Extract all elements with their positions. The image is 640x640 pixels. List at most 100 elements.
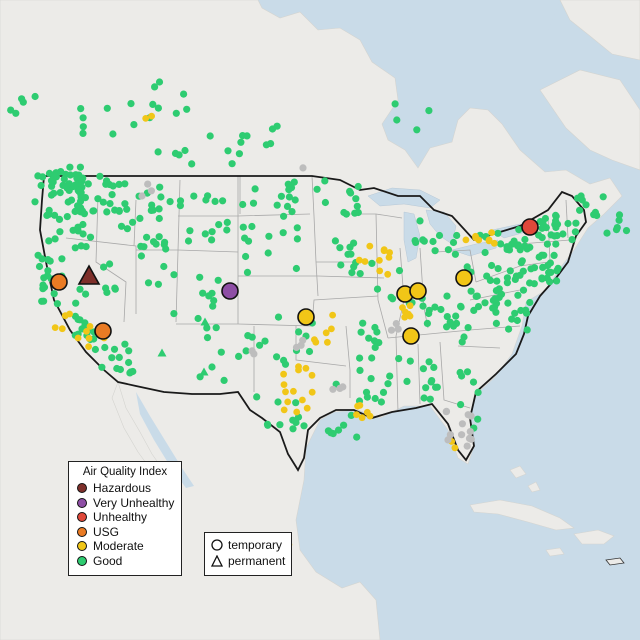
good-site-marker[interactable] (58, 255, 66, 263)
good-site-marker[interactable] (505, 246, 514, 254)
good-site-marker[interactable] (457, 302, 465, 310)
good-site-marker[interactable] (243, 268, 252, 276)
good-site-marker[interactable] (371, 394, 379, 403)
good-site-marker[interactable] (105, 180, 113, 189)
good-site-marker[interactable] (547, 231, 555, 239)
good-site-marker[interactable] (354, 208, 362, 217)
good-site-marker[interactable] (457, 401, 465, 409)
good-site-marker[interactable] (31, 92, 39, 101)
good-site-marker[interactable] (279, 229, 287, 237)
good-site-marker[interactable] (373, 328, 381, 336)
good-site-marker[interactable] (44, 267, 52, 275)
moderate-site-marker[interactable] (280, 370, 287, 378)
good-site-marker[interactable] (413, 126, 421, 134)
good-site-marker[interactable] (264, 249, 272, 257)
good-site-marker[interactable] (79, 129, 87, 137)
good-site-marker[interactable] (64, 198, 72, 206)
good-site-marker[interactable] (31, 198, 39, 206)
unhealthy-site-marker[interactable] (521, 218, 539, 236)
good-site-marker[interactable] (331, 237, 339, 245)
good-site-marker[interactable] (253, 393, 261, 401)
good-site-marker[interactable] (125, 347, 133, 355)
good-site-marker[interactable] (481, 248, 489, 257)
moderate-site-marker[interactable] (85, 334, 93, 342)
good-site-marker[interactable] (45, 206, 53, 214)
good-site-marker[interactable] (615, 211, 624, 219)
good-site-marker[interactable] (577, 192, 585, 200)
good-site-marker[interactable] (443, 313, 451, 321)
good-site-marker[interactable] (224, 147, 232, 155)
good-site-marker[interactable] (79, 230, 87, 238)
good-site-marker[interactable] (350, 239, 358, 247)
good-site-marker[interactable] (506, 267, 514, 275)
good-site-marker[interactable] (515, 226, 523, 234)
good-site-marker[interactable] (100, 263, 108, 271)
moderate-site-marker[interactable] (485, 237, 493, 245)
no-data-site-marker[interactable] (463, 442, 471, 450)
good-site-marker[interactable] (121, 180, 129, 188)
moderate-site-marker[interactable] (142, 115, 150, 122)
moderate-site-marker[interactable] (86, 323, 94, 330)
good-site-marker[interactable] (121, 200, 129, 208)
good-site-marker[interactable] (521, 235, 529, 244)
good-site-marker[interactable] (160, 262, 168, 271)
good-site-marker[interactable] (103, 104, 111, 112)
good-site-marker[interactable] (117, 222, 126, 230)
good-site-marker[interactable] (350, 263, 358, 271)
good-site-marker[interactable] (463, 368, 472, 376)
good-site-marker[interactable] (113, 364, 121, 373)
moderate-site-marker[interactable] (399, 304, 406, 311)
moderate-site-marker[interactable] (303, 404, 311, 412)
good-site-marker[interactable] (51, 235, 59, 243)
moderate-site-marker[interactable] (58, 325, 66, 333)
good-site-marker[interactable] (437, 305, 445, 314)
good-site-marker[interactable] (503, 274, 511, 282)
good-site-marker[interactable] (514, 241, 523, 249)
good-site-marker[interactable] (554, 264, 562, 272)
good-site-marker[interactable] (546, 278, 554, 286)
good-site-marker[interactable] (217, 348, 225, 356)
good-site-marker[interactable] (371, 343, 379, 351)
good-site-marker[interactable] (426, 395, 434, 403)
good-site-marker[interactable] (110, 345, 119, 353)
moderate-site-marker[interactable] (490, 239, 498, 247)
good-site-marker[interactable] (55, 215, 64, 223)
good-site-marker[interactable] (486, 276, 494, 284)
good-site-marker[interactable] (203, 324, 211, 332)
very-unhealthy-site-marker[interactable] (221, 282, 239, 300)
good-site-marker[interactable] (451, 250, 459, 258)
good-site-marker[interactable] (60, 175, 68, 183)
good-site-marker[interactable] (265, 232, 273, 240)
good-site-marker[interactable] (12, 109, 20, 117)
good-site-marker[interactable] (208, 236, 216, 244)
good-site-marker[interactable] (519, 286, 528, 294)
moderate-site-marker[interactable] (295, 366, 302, 374)
no-data-site-marker[interactable] (250, 350, 258, 358)
good-site-marker[interactable] (357, 328, 365, 336)
good-site-marker[interactable] (422, 384, 430, 392)
moderate-site-marker[interactable] (406, 302, 414, 310)
good-site-marker[interactable] (305, 347, 314, 356)
good-site-marker[interactable] (152, 240, 160, 248)
moderate-site-marker[interactable] (280, 406, 288, 414)
good-site-marker[interactable] (444, 246, 452, 254)
good-site-marker[interactable] (66, 171, 74, 179)
no-data-site-marker[interactable] (458, 431, 466, 439)
moderate-site-marker[interactable] (472, 234, 479, 242)
good-site-marker[interactable] (210, 297, 218, 305)
good-site-marker[interactable] (196, 273, 204, 281)
moderate-site-marker[interactable] (366, 242, 374, 250)
good-site-marker[interactable] (214, 276, 222, 284)
good-site-marker[interactable] (176, 197, 185, 205)
moderate-site-marker[interactable] (328, 325, 335, 333)
good-site-marker[interactable] (365, 334, 373, 342)
good-site-marker[interactable] (469, 378, 478, 386)
good-site-marker[interactable] (172, 109, 180, 117)
good-site-marker[interactable] (91, 345, 99, 354)
good-site-marker[interactable] (50, 290, 58, 298)
no-data-site-marker[interactable] (144, 180, 152, 188)
good-site-marker[interactable] (313, 185, 321, 193)
good-site-marker[interactable] (416, 217, 424, 225)
no-data-site-marker[interactable] (466, 428, 474, 436)
good-site-marker[interactable] (508, 315, 516, 323)
